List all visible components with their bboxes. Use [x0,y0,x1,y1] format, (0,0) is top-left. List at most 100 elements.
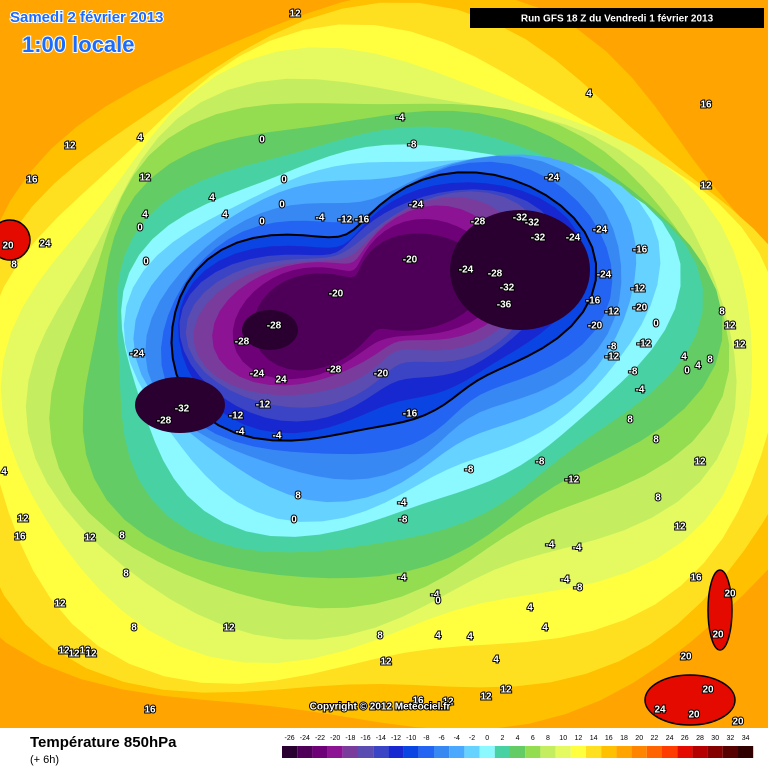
contour-label: -12 [229,411,244,422]
contour-label: 16 [690,573,702,584]
temperature-band [253,233,485,371]
contour-label: -32 [175,404,190,415]
colorbar-tick-label: 0 [485,735,489,742]
contour-label: -24 [566,233,581,244]
contour-label: -24 [593,225,608,236]
colorbar-tick-label: 32 [727,735,735,742]
contour-label: 12 [734,340,746,351]
colorbar-cell [586,746,602,758]
contour-label: 4 [222,210,228,221]
contour-label: 4 [209,193,215,204]
colorbar-tick-label: 10 [559,735,567,742]
contour-label: 20 [712,630,724,641]
contour-label: 12 [500,685,512,696]
colorbar-tick-label: -4 [454,735,460,742]
contour-label: 12 [64,141,76,152]
contour-label: 8 [719,307,725,318]
contour-label: 4 [586,89,592,100]
contour-label: -24 [130,349,145,360]
contour-label: 24 [654,705,666,716]
colorbar-tick-label: 4 [516,735,520,742]
contour-label: 16 [14,532,26,543]
contour-label: -8 [408,140,417,151]
contour-label: 12 [289,9,301,20]
contour-label: -8 [629,367,638,378]
colorbar-tick-label: 2 [500,735,504,742]
copyright: Copyright © 2012 Meteociel.fr [310,702,451,713]
contour-label: 16 [412,696,424,707]
contour-label: -4 [398,498,407,509]
colorbar-cell [631,746,647,758]
colorbar-tick-label: -12 [391,735,401,742]
colorbar-tick-label: 16 [605,735,613,742]
colorbar-cell [722,746,738,758]
contour-label: -4 [398,573,407,584]
colorbar-tick-label: 20 [635,735,643,742]
colorbar-cell [388,746,404,758]
colorbar-tick-label: 12 [575,735,583,742]
colorbar-cell [738,746,754,758]
contour-label: -28 [267,321,282,332]
colorbar-cell [510,746,526,758]
colorbar-cell [646,746,662,758]
contour-label: -4 [561,575,570,586]
contour-label: 8 [123,569,129,580]
contour-label: 12 [223,623,235,634]
contour-label: 20 [732,717,744,728]
colorbar-tick-label: -16 [361,735,371,742]
cold-core [242,310,298,350]
contour-label: 0 [684,366,690,377]
contour-label: -12 [605,307,620,318]
contour-label: 20 [2,241,14,252]
contour-label: -28 [471,217,486,228]
contour-label: 20 [688,710,700,721]
contour-label: 0 [281,175,287,186]
contour-label: -12 [565,475,580,486]
contour-label: -8 [574,583,583,594]
contour-label: 4 [695,361,701,372]
contour-label: 8 [131,623,137,634]
colorbar-tick-label: 26 [681,735,689,742]
contour-label: -28 [327,365,342,376]
contour-label: 8 [119,531,125,542]
contour-label: 12 [54,599,66,610]
colorbar-tick-label: -2 [469,735,475,742]
colorbar-cell [373,746,389,758]
contour-label: -4 [431,590,440,601]
contour-label: -20 [403,255,418,266]
contour-label: 12 [724,321,736,332]
colorbar-cell [707,746,723,758]
contour-label: -8 [465,465,474,476]
contour-label: -4 [236,427,245,438]
contour-label: 12 [442,697,454,708]
contour-label: 12 [694,457,706,468]
contour-label: 8 [707,355,713,366]
colorbar-cell [479,746,495,758]
colorbar-tick-label: 18 [620,735,628,742]
map-area [0,0,768,730]
contour-label: -12 [637,339,652,350]
colorbar-cell [662,746,678,758]
contour-label: 12 [58,646,70,657]
contour-label: -16 [355,215,370,226]
colorbar-tick-label: 24 [666,735,674,742]
contour-label: 4 [137,133,143,144]
contour-label: 12 [139,173,151,184]
time-subtitle: 1:00 locale [22,32,135,57]
colorbar-cell [601,746,617,758]
contour-label: 20 [702,685,714,696]
contour-label: -32 [500,283,515,294]
contour-label: -8 [608,342,617,353]
contour-label: -24 [409,200,424,211]
contour-label: 8 [295,491,301,502]
contour-label: -4 [316,213,325,224]
contour-label: 12 [79,646,91,657]
colorbar-cell [494,746,510,758]
contour-label: 0 [653,319,659,330]
contour-label: -24 [597,270,612,281]
contour-label: 4 [493,655,499,666]
contour-label: 12 [380,657,392,668]
colorbar-cell [449,746,465,758]
contour-label: 12 [674,522,686,533]
run-banner [470,8,764,28]
